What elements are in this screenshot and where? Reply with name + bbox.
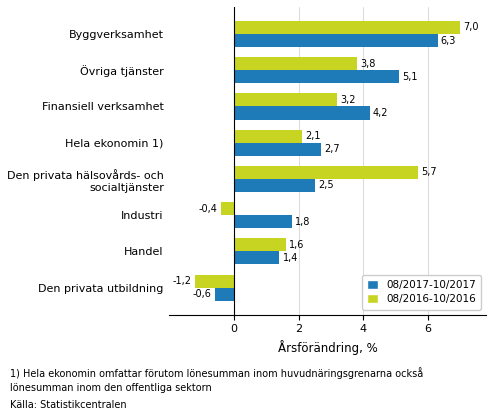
Bar	[234, 251, 279, 265]
Text: 3,8: 3,8	[360, 59, 375, 69]
Bar	[234, 143, 321, 156]
Text: 6,3: 6,3	[441, 35, 456, 45]
Bar	[234, 70, 399, 83]
Bar	[234, 21, 460, 34]
Bar	[234, 57, 357, 70]
Text: 3,2: 3,2	[341, 95, 356, 105]
Text: 1,8: 1,8	[295, 217, 311, 227]
Text: 2,1: 2,1	[305, 131, 320, 141]
Text: -1,2: -1,2	[173, 276, 192, 286]
Text: -0,4: -0,4	[199, 204, 218, 214]
Text: lönesumman inom den offentliga sektorn: lönesumman inom den offentliga sektorn	[10, 383, 211, 393]
Bar	[221, 202, 234, 215]
Bar	[214, 288, 234, 301]
Bar	[234, 238, 286, 251]
Text: 5,1: 5,1	[402, 72, 418, 82]
Bar	[234, 34, 438, 47]
Text: 7,0: 7,0	[463, 22, 479, 32]
Text: 2,7: 2,7	[324, 144, 340, 154]
Bar	[234, 179, 315, 192]
Bar	[195, 275, 234, 288]
Bar	[234, 215, 292, 228]
Bar	[234, 94, 337, 106]
Text: 1,4: 1,4	[282, 253, 298, 263]
Text: 5,7: 5,7	[422, 167, 437, 178]
X-axis label: Årsförändring, %: Årsförändring, %	[278, 340, 378, 355]
Text: -0,6: -0,6	[192, 289, 211, 299]
Bar	[234, 130, 302, 143]
Text: 2,5: 2,5	[318, 181, 334, 191]
Text: Källa: Statistikcentralen: Källa: Statistikcentralen	[10, 400, 127, 410]
Text: 1) Hela ekonomin omfattar förutom lönesumman inom huvudnäringsgrenarna också: 1) Hela ekonomin omfattar förutom lönesu…	[10, 366, 423, 379]
Bar	[234, 106, 370, 119]
Legend: 08/2017-10/2017, 08/2016-10/2016: 08/2017-10/2017, 08/2016-10/2016	[362, 275, 481, 310]
Text: 4,2: 4,2	[373, 108, 388, 118]
Bar	[234, 166, 418, 179]
Text: 1,6: 1,6	[289, 240, 304, 250]
